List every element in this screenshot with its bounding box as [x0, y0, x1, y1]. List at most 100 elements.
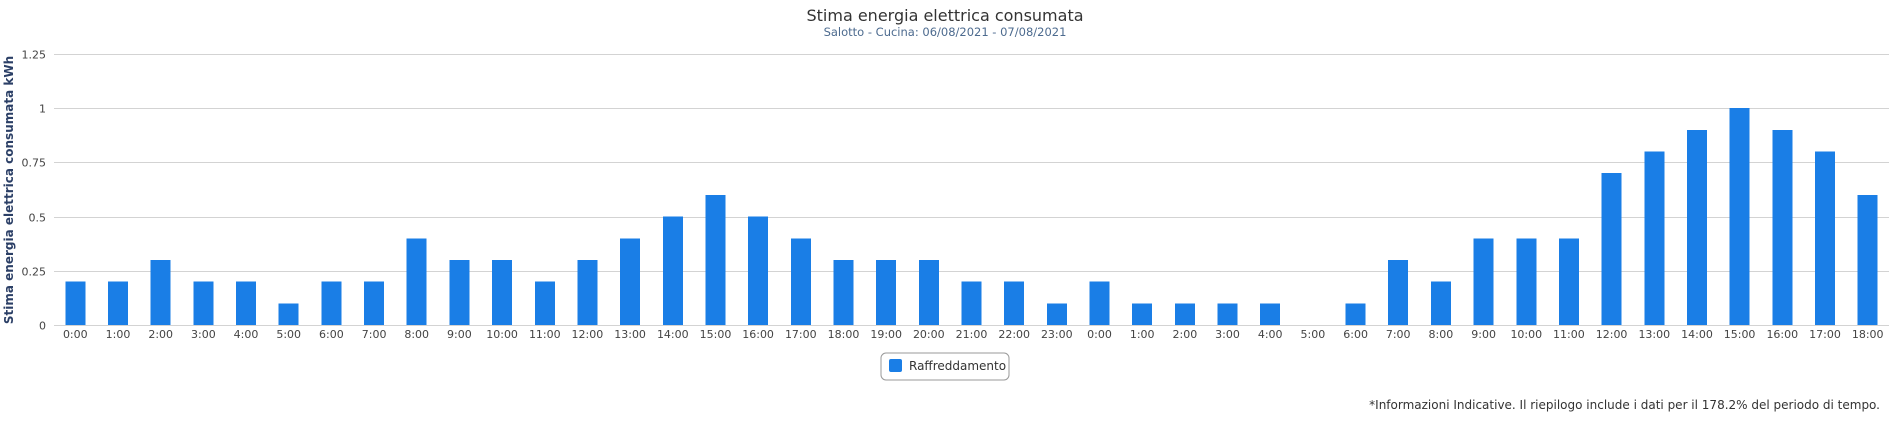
x-tick-label: 13:00	[614, 328, 646, 341]
bar[interactable]	[1004, 281, 1025, 325]
bar[interactable]	[492, 260, 513, 325]
x-tick-label: 0:00	[1087, 328, 1112, 341]
x-tick-label: 12:00	[572, 328, 604, 341]
bar[interactable]	[1772, 129, 1793, 325]
x-tick-label: 22:00	[998, 328, 1030, 341]
x-tick-label: 5:00	[1301, 328, 1326, 341]
x-tick-label: 4:00	[234, 328, 259, 341]
bar[interactable]	[236, 281, 256, 325]
x-tick-label: 3:00	[191, 328, 216, 341]
bar[interactable]	[1132, 303, 1153, 325]
bar[interactable]	[833, 260, 854, 325]
bar[interactable]	[961, 281, 982, 325]
bar[interactable]	[748, 216, 769, 325]
bar[interactable]	[1089, 281, 1110, 325]
bar[interactable]	[321, 281, 342, 325]
bar[interactable]	[705, 194, 726, 325]
bar[interactable]	[364, 281, 385, 325]
x-tick-label: 4:00	[1258, 328, 1283, 341]
bar[interactable]	[876, 260, 897, 325]
x-axis-ticks: 0:00 1:00 2:00 3:00 4:00 5:00 6:00 7:00 8:00 9:00…	[63, 328, 1884, 341]
x-tick-label: 7:00	[1386, 328, 1411, 341]
x-tick-label: 3:00	[1215, 328, 1240, 341]
bar[interactable]	[1260, 303, 1281, 325]
bar[interactable]	[1388, 260, 1409, 325]
bar[interactable]	[449, 260, 470, 325]
bar[interactable]	[65, 281, 86, 325]
x-tick-label: 5:00	[276, 328, 301, 341]
bar[interactable]	[406, 238, 427, 325]
bar[interactable]	[662, 216, 683, 325]
footnote: *Informazioni Indicative. Il riepilogo i…	[1369, 398, 1880, 412]
bar[interactable]	[193, 281, 214, 325]
bar[interactable]	[278, 303, 299, 325]
bar[interactable]	[150, 260, 171, 325]
legend-swatch	[889, 359, 902, 372]
x-tick-label: 16:00	[1766, 328, 1798, 341]
bar[interactable]	[108, 281, 128, 325]
x-tick-label: 17:00	[785, 328, 817, 341]
x-tick-label: 17:00	[1809, 328, 1841, 341]
bar[interactable]	[1430, 281, 1451, 325]
bar[interactable]	[1687, 129, 1707, 325]
bar[interactable]	[1516, 238, 1537, 325]
bar[interactable]	[918, 260, 939, 325]
x-tick-label: 20:00	[913, 328, 945, 341]
x-tick-label: 9:00	[447, 328, 472, 341]
x-tick-label: 15:00	[1724, 328, 1756, 341]
x-tick-label: 12:00	[1596, 328, 1628, 341]
bar[interactable]	[1345, 303, 1366, 325]
bar[interactable]	[1473, 238, 1494, 325]
bar[interactable]	[1174, 303, 1195, 325]
bar[interactable]	[1558, 238, 1579, 325]
x-tick-label: 11:00	[529, 328, 561, 341]
bar[interactable]	[534, 281, 555, 325]
x-tick-label: 8:00	[1429, 328, 1454, 341]
x-tick-label: 1:00	[1130, 328, 1155, 341]
x-tick-label: 6:00	[1343, 328, 1368, 341]
y-tick-label: 1	[39, 103, 46, 116]
x-tick-label: 7:00	[362, 328, 387, 341]
x-tick-label: 18:00	[1852, 328, 1884, 341]
bar[interactable]	[1815, 151, 1835, 325]
x-tick-label: 10:00	[1510, 328, 1542, 341]
bar[interactable]	[1601, 173, 1622, 325]
chart-subtitle: Salotto - Cucina: 06/08/2021 - 07/08/202…	[824, 25, 1067, 39]
x-tick-label: 13:00	[1638, 328, 1670, 341]
y-tick-label: 1.25	[22, 49, 47, 62]
x-tick-label: 11:00	[1553, 328, 1585, 341]
bar[interactable]	[1644, 151, 1665, 325]
x-tick-label: 18:00	[828, 328, 860, 341]
y-tick-label: 0	[39, 320, 46, 333]
legend-label: Raffreddamento	[909, 359, 1006, 373]
x-tick-label: 19:00	[870, 328, 902, 341]
x-tick-label: 16:00	[742, 328, 774, 341]
x-tick-label: 15:00	[700, 328, 732, 341]
x-tick-label: 21:00	[956, 328, 988, 341]
x-tick-label: 2:00	[1173, 328, 1198, 341]
bar[interactable]	[577, 260, 598, 325]
bar[interactable]	[790, 238, 811, 325]
legend-box	[880, 352, 1010, 381]
bar[interactable]	[1729, 108, 1750, 325]
x-tick-label: 0:00	[63, 328, 88, 341]
x-tick-label: 10:00	[486, 328, 518, 341]
x-tick-label: 1:00	[106, 328, 131, 341]
x-tick-label: 14:00	[1681, 328, 1713, 341]
x-tick-label: 9:00	[1471, 328, 1496, 341]
bar[interactable]	[1217, 303, 1238, 325]
x-tick-label: 2:00	[148, 328, 173, 341]
x-tick-label: 23:00	[1041, 328, 1073, 341]
y-tick-label: 0.75	[22, 157, 47, 170]
legend[interactable]: Raffreddamento	[880, 352, 1010, 381]
x-tick-label: 6:00	[319, 328, 344, 341]
gridlines	[54, 54, 1889, 326]
y-axis-label: Stima energia elettrica consumata kWh	[2, 56, 16, 324]
bar[interactable]	[620, 238, 641, 325]
bar[interactable]	[1857, 194, 1878, 325]
bar[interactable]	[1046, 303, 1067, 325]
y-tick-label: 0.25	[22, 266, 47, 279]
y-axis-ticks: 0 0.25 0.5 0.75 1 1.25	[22, 49, 47, 333]
y-tick-label: 0.5	[29, 212, 47, 225]
